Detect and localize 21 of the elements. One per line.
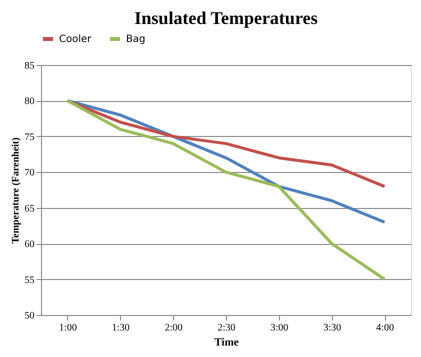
x-tick-label: 3:00 — [270, 322, 288, 334]
x-tick-label: 3:30 — [323, 322, 342, 334]
y-tick-label: 55 — [24, 274, 34, 286]
y-axis-title: Temperature (Farenheit) — [10, 137, 22, 244]
y-tick-label: 50 — [24, 310, 34, 322]
y-tick-label: 85 — [24, 60, 34, 72]
x-tick-label: 2:30 — [218, 322, 236, 334]
x-tick-label: 1:00 — [59, 322, 77, 334]
y-tick-label: 60 — [24, 239, 34, 250]
x-axis-title: Time — [214, 336, 239, 348]
legend-label: Bag — [126, 34, 146, 45]
line-series — [66, 99, 386, 281]
legend-label: Cooler — [59, 34, 92, 45]
y-tick-label: 75 — [24, 132, 34, 143]
chart-title: Insulated Temperatures — [134, 8, 318, 28]
x-tick-label: 1:30 — [112, 322, 130, 334]
x-tick-label: 4:00 — [376, 322, 394, 334]
y-tick-label: 65 — [24, 203, 34, 214]
y-tick-label: 80 — [24, 96, 34, 108]
x-tick-label: 2:00 — [164, 322, 183, 334]
y-tick-label: 70 — [24, 168, 34, 179]
